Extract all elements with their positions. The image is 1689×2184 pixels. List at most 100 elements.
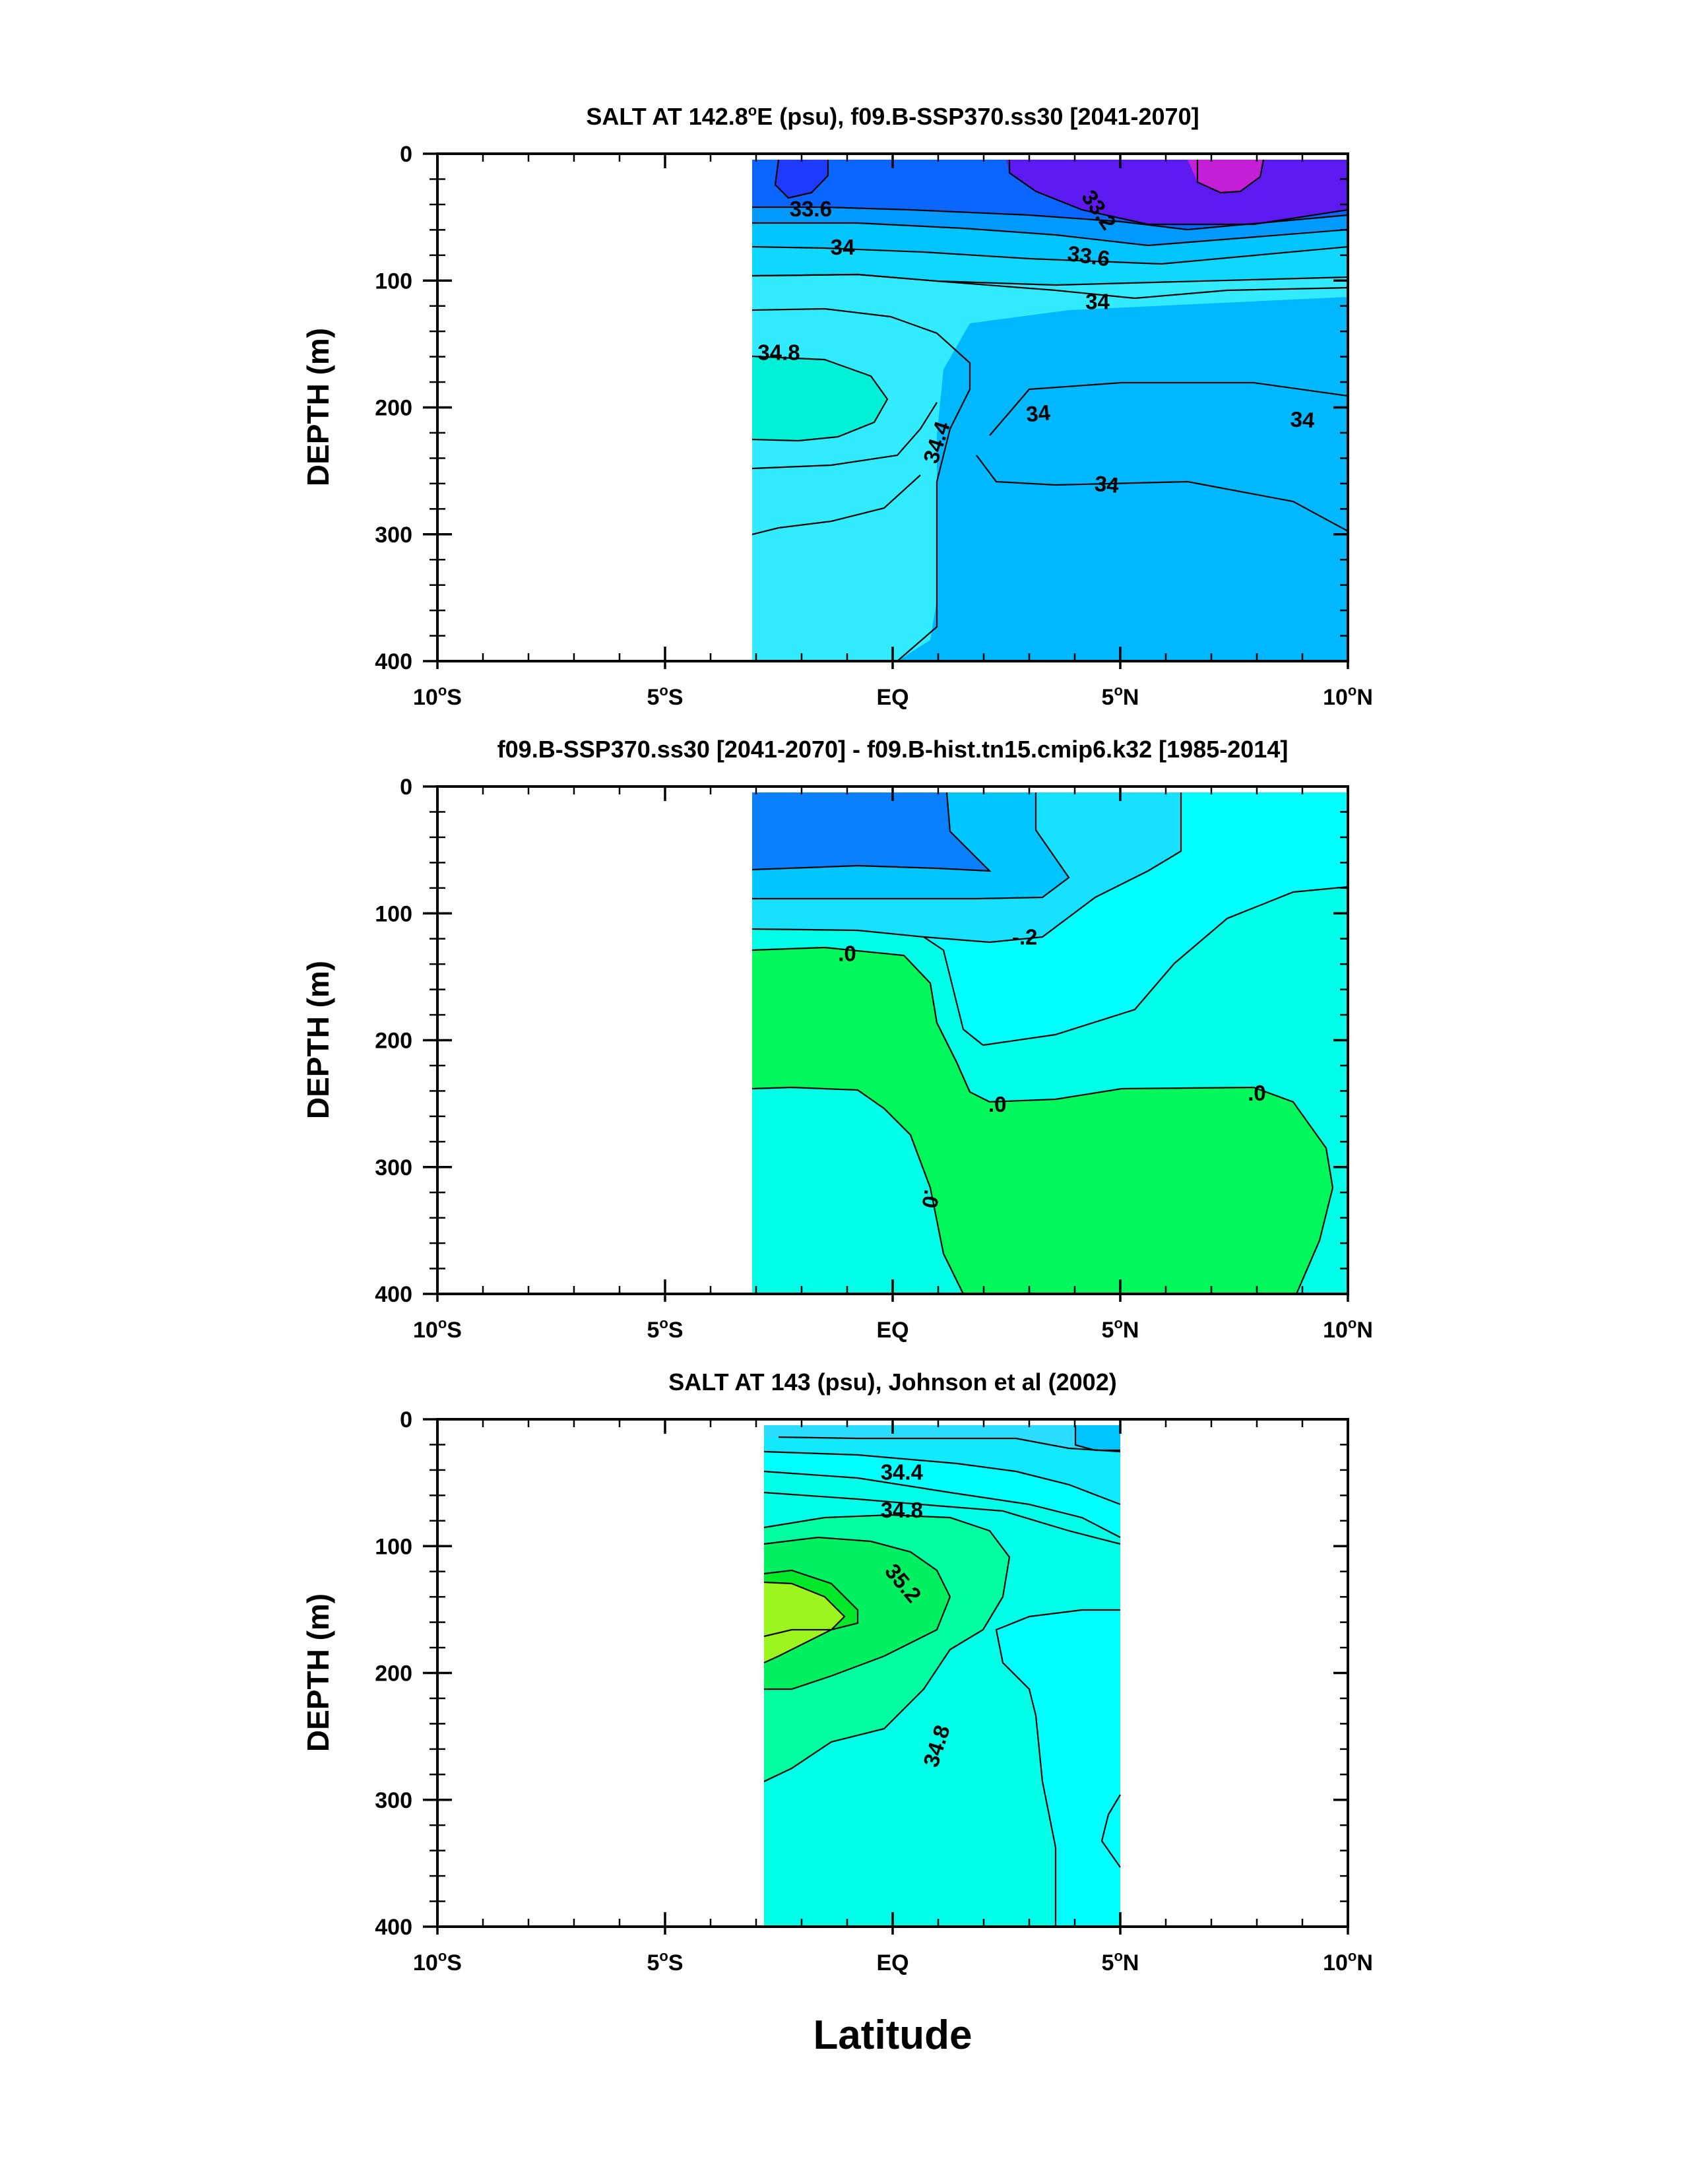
x-tick-label: 5oS (647, 682, 683, 710)
x-tick-hemisphere: S (668, 685, 684, 710)
y-tick-label: 100 (375, 269, 412, 294)
x-tick-label: 5oS (647, 1948, 683, 1975)
fill-band-34.0 (1075, 1425, 1120, 1450)
fill-band-35.6 (764, 1582, 844, 1663)
contour-label: 34 (1290, 406, 1316, 432)
contour-line (976, 455, 1348, 532)
x-tick-number: 10 (413, 685, 438, 710)
y-tick-label: 0 (400, 775, 412, 800)
contour-line (752, 222, 1348, 247)
contour-line (995, 1609, 1120, 1927)
contour-line (751, 355, 889, 442)
x-tick-label: 10oS (413, 682, 462, 710)
x-tick-hemisphere: S (447, 1318, 462, 1343)
degree-mark: o (1348, 1315, 1356, 1332)
y-tick-label: 300 (375, 1155, 412, 1180)
contour-line (989, 381, 1348, 436)
y-tick-label: 200 (375, 396, 412, 421)
y-ticks: 0 100 200 300 400 (375, 775, 1348, 1307)
x-tick-label: 5oN (1102, 1948, 1139, 1975)
x-tick-label: EQ (876, 685, 908, 710)
contour-line (751, 1086, 964, 1294)
x-tick-label: 10oS (413, 1315, 462, 1343)
contour-line (763, 1569, 859, 1638)
x-tick-label: 10oN (1323, 1948, 1373, 1975)
contour-line (1100, 1794, 1121, 1868)
contour-label: 34 (831, 235, 855, 259)
x-tick-label: 10oN (1323, 682, 1373, 710)
y-tick-label: 200 (375, 1661, 412, 1686)
contour-label: 34 (1025, 400, 1052, 426)
panel-title: SALT AT 143 (psu), Johnson et al (2002) (668, 1368, 1116, 1396)
contour-label: -.2 (1012, 924, 1038, 949)
contour-label: 34 (1085, 290, 1110, 314)
contour-field (752, 160, 1348, 661)
degree-mark: o (1114, 1948, 1122, 1964)
x-tick-number: EQ (876, 685, 908, 710)
x-tick-hemisphere: S (447, 1950, 462, 1975)
y-ticks: 0 100 200 300 400 (375, 1407, 1348, 1940)
x-tick-hemisphere: S (668, 1318, 684, 1343)
fill-band-neg0.4 (752, 792, 990, 871)
y-axis-label: DEPTH (m) (301, 961, 335, 1119)
x-tick-number: 10 (413, 1950, 438, 1975)
contour-line (763, 1536, 951, 1690)
y-tick-label: 300 (375, 523, 412, 548)
x-tick-label: EQ (876, 1318, 908, 1343)
y-tick-label: 400 (375, 1915, 412, 1940)
contour-line (763, 1491, 1121, 1545)
y-tick-label: 0 (400, 1407, 412, 1432)
contour-line (751, 792, 1182, 944)
y-tick-label: 100 (375, 1534, 412, 1559)
x-tick-label: 5oN (1102, 682, 1139, 710)
y-tick-label: 0 (400, 142, 412, 167)
contour-label: 33.6 (790, 197, 832, 221)
contour-line (923, 936, 984, 1046)
contour-line (751, 792, 992, 872)
contour-line (751, 245, 1348, 265)
x-tick-number: 5 (647, 685, 659, 710)
y-tick-label: 200 (375, 1029, 412, 1054)
contour-line (752, 792, 1070, 900)
contour-label: 33.6 (1066, 241, 1112, 271)
x-tick-number: 5 (647, 1950, 659, 1975)
contour-lines (751, 159, 1348, 661)
x-tick-number: EQ (876, 1318, 908, 1343)
contour-field (764, 1425, 1120, 1927)
x-tick-label: 5oS (647, 1315, 683, 1343)
x-ticks: 10oS 5oS EQ 5oN 10oN (413, 154, 1373, 710)
panel-3: SALT AT 143 (psu), Johnson et al (2002) (301, 1368, 1373, 1975)
y-tick-label: 100 (375, 901, 412, 926)
x-tick-hemisphere: N (1356, 1950, 1373, 1975)
contour-line (751, 307, 971, 661)
x-ticks: 10oS 5oS EQ 5oN 10oN (413, 787, 1373, 1343)
x-tick-number: 10 (1323, 1318, 1348, 1343)
x-tick-number: 5 (1102, 685, 1114, 710)
fill-band-33.2b (1006, 160, 1348, 224)
y-ticks: 0 100 200 300 400 (375, 142, 1348, 674)
x-tick-hemisphere: N (1123, 1950, 1139, 1975)
contour-field (752, 792, 1348, 1294)
degree-mark: o (438, 682, 447, 699)
panel-2: f09.B-SSP370.ss30 [2041-2070] - f09.B-hi… (301, 736, 1373, 1343)
contour-label: .0 (988, 1092, 1007, 1116)
degree-mark: o (659, 682, 668, 699)
y-tick-label: 300 (375, 1788, 412, 1813)
contour-line (763, 1470, 1121, 1538)
contour-label: .0 (838, 941, 856, 965)
fill-band-34.0-core (970, 383, 1348, 528)
degree-mark: o (1114, 1315, 1122, 1332)
contour-line (763, 1514, 1011, 1782)
x-tick-number: 10 (1323, 1950, 1348, 1975)
degree-mark: o (659, 1948, 668, 1964)
x-tick-hemisphere: N (1356, 1318, 1373, 1343)
x-tick-label: EQ (876, 1950, 908, 1975)
y-axis-label: DEPTH (m) (301, 328, 335, 486)
fill-band-34.8 (752, 356, 887, 441)
contour-label: 34.8 (757, 340, 800, 364)
contour-lines (751, 792, 1348, 1294)
panel-title: SALT AT 142.8oE (psu), f09.B-SSP370.ss30… (586, 102, 1199, 130)
contour-line (1074, 1425, 1120, 1452)
x-tick-number: 5 (1102, 1318, 1114, 1343)
